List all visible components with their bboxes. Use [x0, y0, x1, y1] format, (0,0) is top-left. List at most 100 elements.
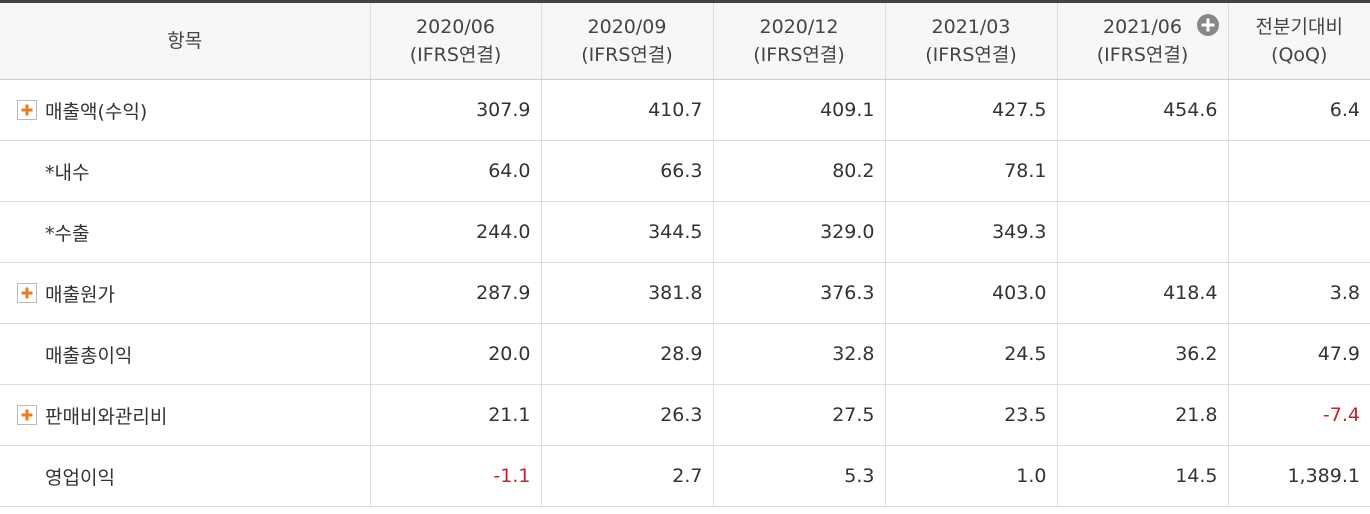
value-text: 78.1 — [1004, 160, 1047, 182]
value-text: 410.7 — [648, 99, 703, 121]
column-header: 전분기대비 (QoQ) — [1227, 1, 1370, 80]
value-text: 6.4 — [1329, 99, 1360, 121]
header-text: 2020/06 — [416, 16, 495, 38]
header-text: (IFRS연결) — [1096, 44, 1189, 66]
value-cell: 1,389.1 — [1227, 445, 1370, 507]
value-cell: 26.3 — [540, 384, 713, 446]
value-cell: 1.0 — [884, 445, 1057, 507]
value-cell: 307.9 — [369, 79, 541, 141]
value-cell: 6.4 — [1227, 79, 1370, 141]
value-text: 454.6 — [1163, 99, 1218, 121]
row-label: 매출총이익 — [0, 323, 370, 385]
value-text: 344.5 — [648, 221, 703, 243]
value-cell: 20.0 — [369, 323, 541, 385]
header-row: 항목 2020/06 (IFRS연결) 2020/09 (IFRS연결) 2020/12 (… — [0, 1, 1370, 80]
value-text: 27.5 — [832, 404, 875, 426]
value-cell: 36.2 — [1056, 323, 1228, 385]
row-label: 매출액(수익) — [0, 79, 370, 141]
table-row: 매출총이익 20.0 28.9 32.8 24.5 36.2 47.9 — [0, 323, 1370, 385]
value-cell: 21.8 — [1056, 384, 1228, 446]
value-text: 403.0 — [992, 282, 1047, 304]
header-text: 항목 — [167, 30, 203, 52]
table-row: 영업이익 -1.1 2.7 5.3 1.0 14.5 1,389.1 — [0, 445, 1370, 507]
label-text: 영업이익 — [45, 466, 115, 489]
table-row: *내수 64.0 66.3 80.2 78.1 — [0, 140, 1370, 202]
value-cell: 2.7 — [540, 445, 713, 507]
value-cell: 410.7 — [540, 79, 713, 141]
value-text: 1,389.1 — [1287, 465, 1360, 487]
header-text: (IFRS연결) — [409, 44, 502, 66]
label-text: *수출 — [45, 222, 90, 245]
header-text: 2021/06 — [1103, 16, 1182, 38]
value-cell: 244.0 — [369, 201, 541, 263]
value-cell: -7.4 — [1227, 384, 1370, 446]
row-label: 판매비와관리비 — [0, 384, 370, 446]
header-text: (QoQ) — [1271, 44, 1328, 66]
value-text: 3.8 — [1329, 282, 1360, 304]
header-text: 2020/09 — [587, 16, 667, 38]
value-text: 64.0 — [488, 160, 531, 182]
expand-row-icon[interactable] — [17, 405, 37, 425]
value-text: 409.1 — [820, 99, 875, 121]
value-cell: 47.9 — [1227, 323, 1370, 385]
value-cell — [1056, 201, 1228, 263]
header-text: 전분기대비 — [1255, 16, 1343, 38]
value-cell: 409.1 — [712, 79, 885, 141]
value-cell: 454.6 — [1056, 79, 1228, 141]
value-text: -7.4 — [1322, 404, 1360, 426]
value-cell: 3.8 — [1227, 262, 1370, 324]
value-text: 14.5 — [1175, 465, 1218, 487]
value-cell: 27.5 — [712, 384, 885, 446]
value-text: 20.0 — [488, 343, 531, 365]
expand-columns-icon[interactable] — [1196, 13, 1220, 37]
value-text: 28.9 — [660, 343, 703, 365]
header-text: 2021/03 — [931, 16, 1011, 38]
value-cell — [1227, 140, 1370, 202]
row-label: 매출원가 — [0, 262, 370, 324]
header-text: (IFRS연결) — [925, 44, 1017, 66]
value-text: 381.8 — [648, 282, 703, 304]
value-cell: 344.5 — [540, 201, 713, 263]
value-text: 26.3 — [660, 404, 703, 426]
table-row: 매출원가 287.9 381.8 376.3 403.0 418.4 3.8 — [0, 262, 1370, 324]
value-text: 376.3 — [820, 282, 875, 304]
value-cell: 21.1 — [369, 384, 541, 446]
table-body: 매출액(수익) 307.9 410.7 409.1 427.5 454.6 6.4 *내수 64… — [0, 79, 1370, 507]
value-text: 21.8 — [1175, 404, 1218, 426]
value-cell — [1227, 201, 1370, 263]
label-text: *내수 — [45, 161, 90, 184]
value-cell: 64.0 — [369, 140, 541, 202]
row-label: *내수 — [0, 140, 370, 202]
value-text: 80.2 — [832, 160, 875, 182]
value-text: 307.9 — [476, 99, 531, 121]
row-label: 영업이익 — [0, 445, 370, 507]
value-cell: 14.5 — [1056, 445, 1228, 507]
value-cell: 32.8 — [712, 323, 885, 385]
value-text: 418.4 — [1163, 282, 1218, 304]
value-cell: 329.0 — [712, 201, 885, 263]
value-cell: 80.2 — [712, 140, 885, 202]
value-cell: 381.8 — [540, 262, 713, 324]
value-cell: 418.4 — [1056, 262, 1228, 324]
table-row: 매출액(수익) 307.9 410.7 409.1 427.5 454.6 6.4 — [0, 79, 1370, 141]
value-cell: 287.9 — [369, 262, 541, 324]
expand-row-icon[interactable] — [17, 283, 37, 303]
value-text: 32.8 — [832, 343, 875, 365]
label-text: 매출원가 — [45, 283, 115, 306]
value-text: 287.9 — [476, 282, 531, 304]
value-text: 24.5 — [1004, 343, 1047, 365]
value-cell: 78.1 — [884, 140, 1057, 202]
expand-row-icon[interactable] — [17, 100, 37, 120]
column-header: 2020/12 (IFRS연결) — [712, 1, 885, 80]
header-text: (IFRS연결) — [753, 44, 845, 66]
value-cell: 376.3 — [712, 262, 885, 324]
column-header: 2020/09 (IFRS연결) — [540, 1, 713, 80]
header-text: 2020/12 — [759, 16, 839, 38]
value-cell: 403.0 — [884, 262, 1057, 324]
header-text: (IFRS연결) — [581, 44, 673, 66]
value-text: 21.1 — [488, 404, 531, 426]
value-text: -1.1 — [493, 465, 531, 487]
label-text: 매출액(수익) — [45, 100, 148, 123]
value-cell: -1.1 — [369, 445, 541, 507]
column-header: 항목 — [0, 1, 370, 80]
